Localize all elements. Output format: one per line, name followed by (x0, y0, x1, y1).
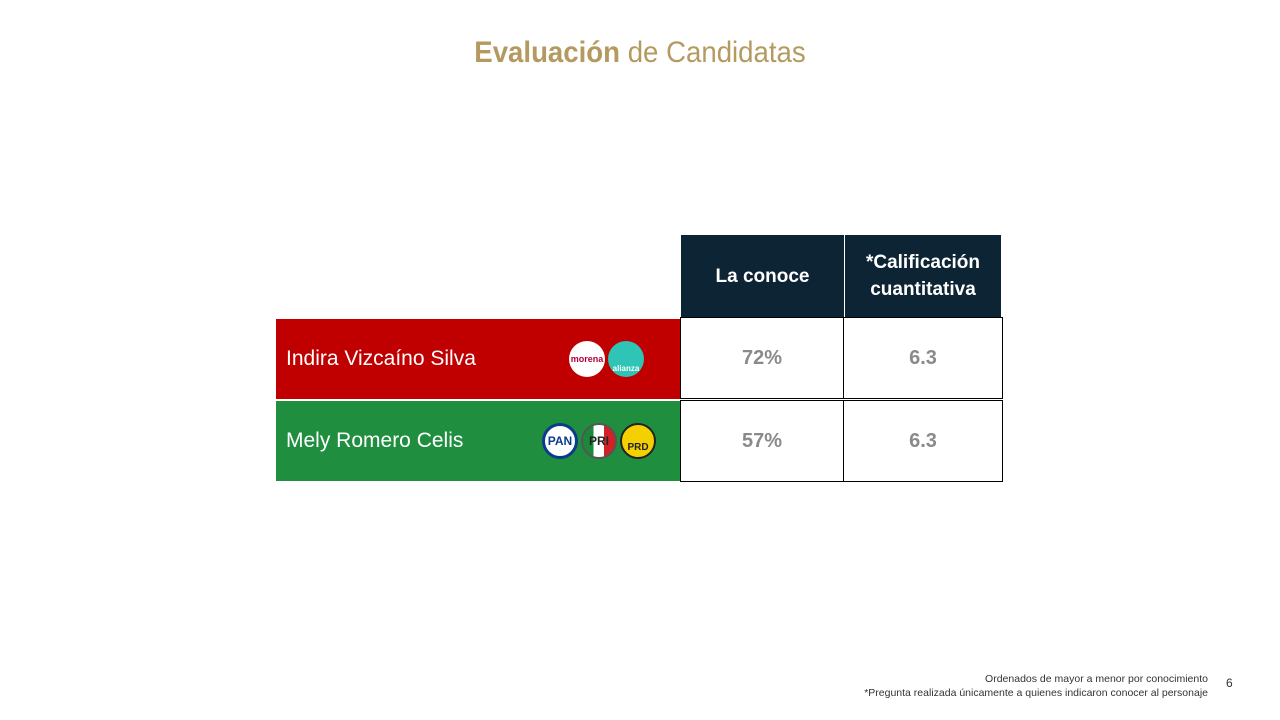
pri-logo: PRI (581, 423, 617, 459)
cell-calificacion-2: 6.3 (843, 400, 1003, 482)
alianza-logo: alianza (608, 341, 644, 377)
cell-conoce-2: 57% (680, 400, 844, 482)
title-bold: Evaluación (474, 36, 621, 69)
party-logos-1: morena alianza (569, 341, 644, 377)
page-number: 6 (1226, 676, 1233, 690)
candidate-name-label: Indira Vizcaíno Silva (286, 347, 476, 370)
cell-conoce-1: 72% (680, 317, 844, 399)
page-title: Evaluación de Candidatas (51, 36, 1229, 70)
candidate-name-label: Mely Romero Celis (286, 429, 464, 452)
prd-logo: PRD (620, 423, 656, 459)
header-la-conoce: La conoce (681, 235, 844, 317)
header-calificacion-label: *Calificación cuantitativa (865, 252, 981, 300)
morena-logo: morena (569, 341, 605, 377)
footnote: Ordenados de mayor a menor por conocimie… (864, 672, 1208, 700)
footnote-line-1: Ordenados de mayor a menor por conocimie… (985, 673, 1208, 685)
header-calificacion: *Calificación cuantitativa (845, 235, 1001, 317)
party-logos-2: PAN PRI PRD (542, 423, 656, 459)
footnote-line-2: *Pregunta realizada únicamente a quienes… (864, 687, 1208, 699)
title-rest: de Candidatas (620, 36, 806, 69)
cell-calificacion-1: 6.3 (843, 317, 1003, 399)
pan-logo: PAN (542, 423, 578, 459)
